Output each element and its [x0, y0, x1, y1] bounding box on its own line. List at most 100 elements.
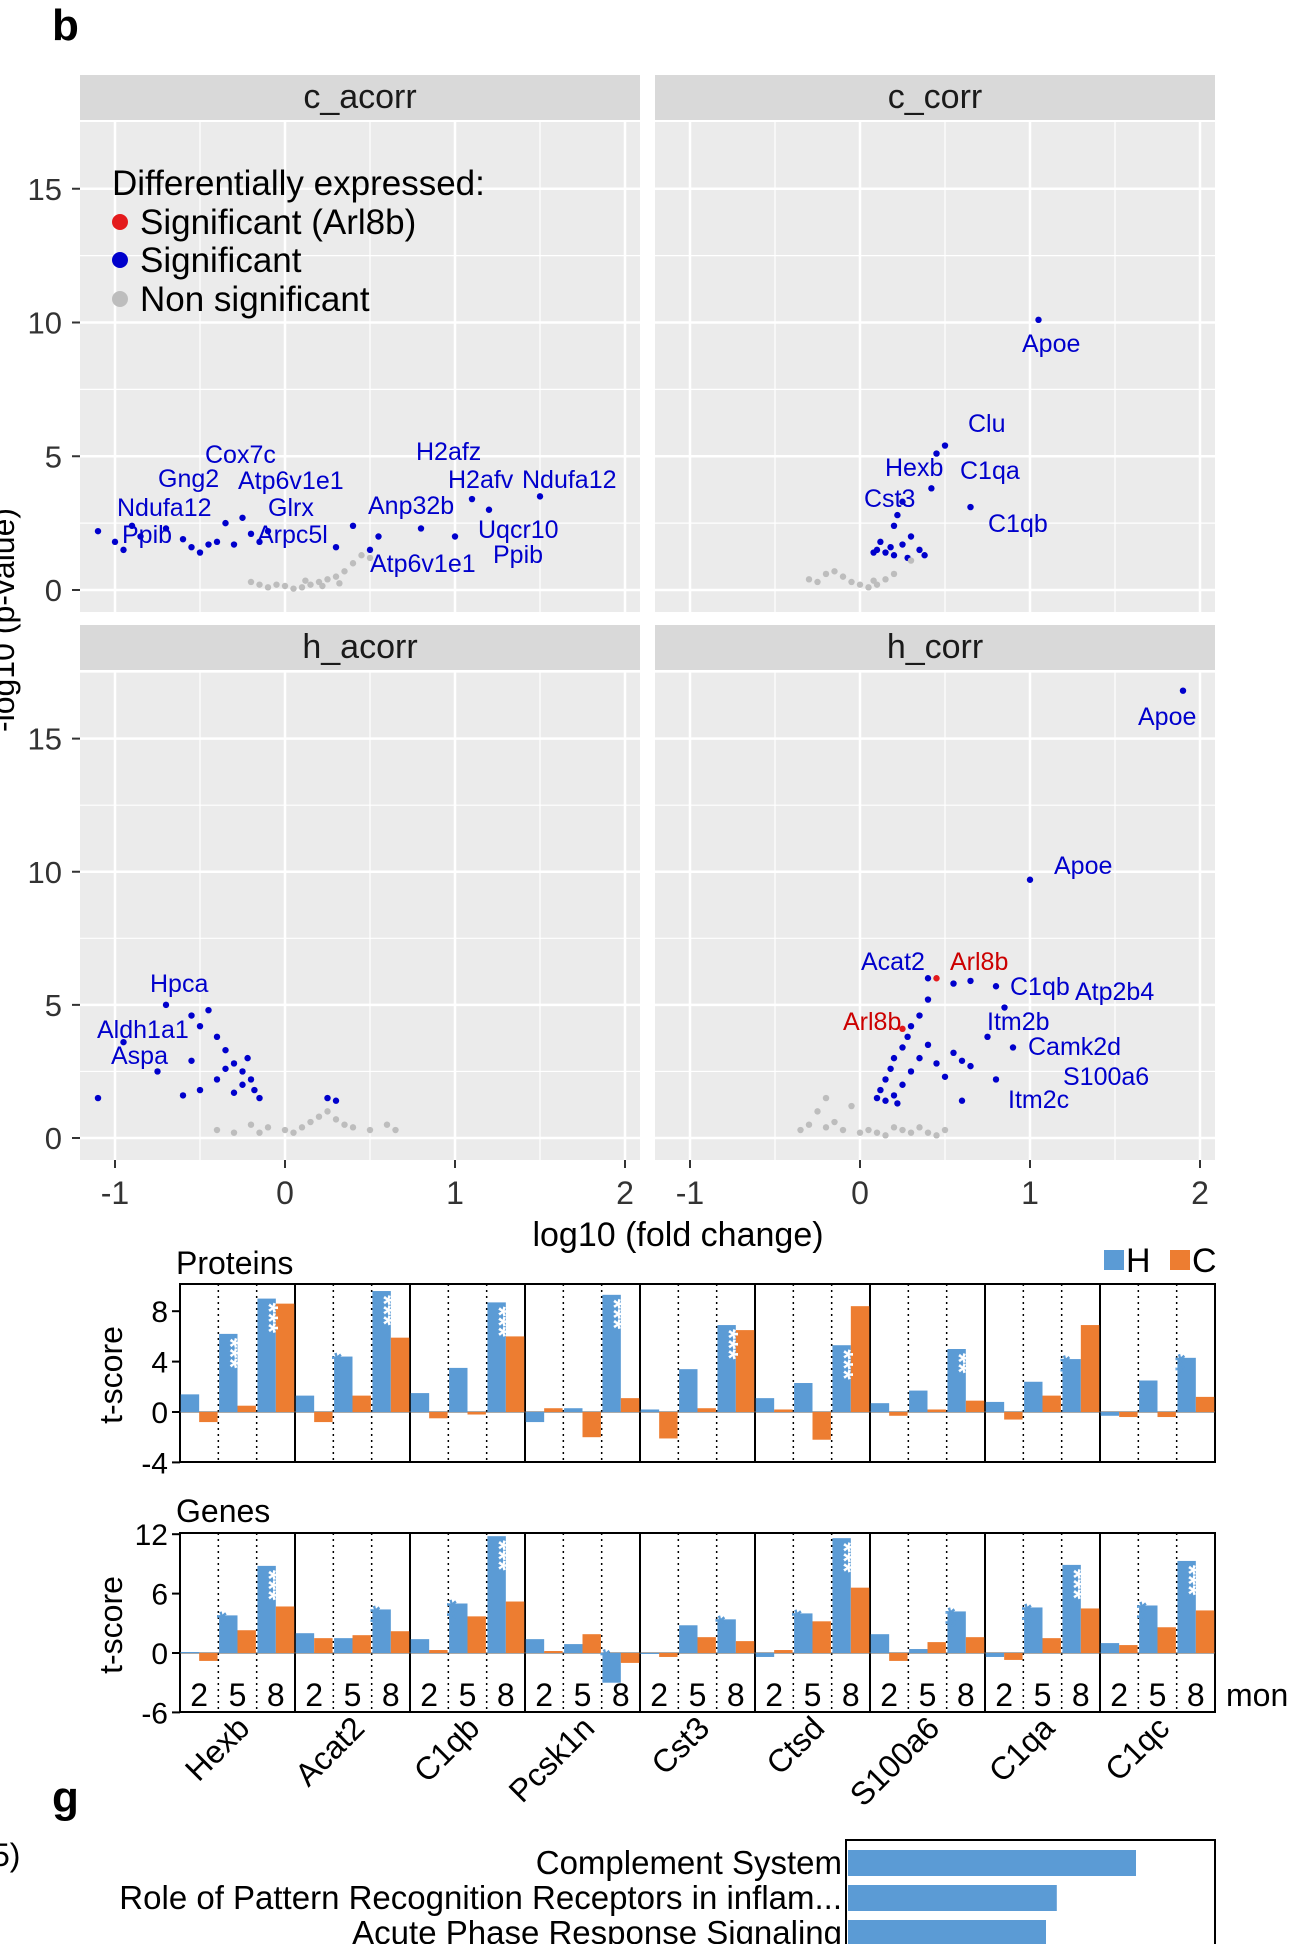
data-point [451, 533, 459, 540]
data-point [967, 1062, 974, 1070]
significance-label: *** [599, 1299, 629, 1330]
panel-background [655, 672, 1215, 1160]
gene-annotation: Clu [968, 410, 1006, 438]
bar-h [449, 1603, 468, 1653]
bar-h [1024, 1381, 1043, 1412]
data-point [924, 975, 932, 982]
bar-c [429, 1412, 448, 1419]
month-label: 5 [344, 1677, 362, 1713]
proteins-title: Proteins [176, 1245, 293, 1281]
data-point [366, 546, 374, 554]
bar-h [640, 1409, 660, 1412]
y-tick-label: 5 [45, 988, 62, 1023]
month-label: 8 [957, 1677, 975, 1713]
y-tick-label: -6 [141, 1697, 168, 1730]
significance-label: ** [441, 1599, 471, 1620]
volcano-panel-c_corr: c_corr Apoe Clu Hexb C1qa Cst3 C1qb [655, 75, 1215, 612]
gene-name-label: Hexb [178, 1709, 256, 1787]
data-point [894, 511, 901, 519]
data-point [856, 581, 864, 588]
significance-label: *** [829, 1542, 859, 1573]
bar-h [334, 1638, 353, 1653]
bar-h [602, 1653, 621, 1683]
data-point [336, 580, 343, 587]
y-tick-label: 10 [28, 855, 62, 890]
bar-h [1177, 1560, 1196, 1653]
data-point [916, 1124, 923, 1131]
bar-h [449, 1367, 468, 1412]
data-point [349, 522, 357, 529]
y-tick-label: 10 [28, 306, 62, 341]
bar-c [927, 1409, 946, 1412]
data-point [324, 576, 331, 583]
data-point [1009, 1044, 1017, 1051]
legend-label-significant: Significant [140, 241, 302, 280]
data-point [264, 584, 272, 591]
y-tick-label: 8 [151, 1296, 168, 1329]
panel-strip [80, 625, 640, 670]
bar-c [390, 1337, 410, 1412]
y-tick-label: 0 [45, 573, 62, 608]
pathway-partial-label: 5) [0, 1837, 20, 1873]
data-point [205, 541, 212, 548]
data-point [907, 1129, 915, 1136]
bar-h [870, 1403, 890, 1412]
gene-annotation: Hexb [885, 454, 943, 482]
data-point [870, 577, 877, 584]
data-point [1179, 687, 1187, 694]
data-point [256, 581, 263, 588]
panel-background [80, 672, 640, 1160]
volcano-x-axis-label: log10 (fold change) [532, 1216, 823, 1254]
y-tick-label: 6 [151, 1579, 168, 1612]
bar-c [1119, 1645, 1138, 1653]
significance-label: *** [484, 1306, 514, 1337]
gene-annotation: Camk2d [1028, 1033, 1121, 1061]
data-point [848, 578, 855, 586]
bar-h [679, 1625, 698, 1653]
genes-y-label: t-score [93, 1576, 129, 1674]
genes-title: Genes [176, 1493, 270, 1529]
significance-label: * [786, 1609, 816, 1620]
bar-h [679, 1369, 698, 1412]
data-point [137, 533, 144, 540]
data-point [324, 1108, 331, 1115]
month-suffix: mon [1226, 1677, 1288, 1713]
month-label: 5 [229, 1677, 247, 1713]
data-point [984, 1033, 991, 1041]
data-point [882, 1132, 889, 1139]
bar-h [219, 1615, 238, 1653]
data-point [230, 1089, 238, 1096]
data-point [873, 1094, 881, 1102]
panel-b-label: b [52, 1, 79, 50]
bar-c [927, 1642, 946, 1653]
month-label: 8 [497, 1677, 515, 1713]
gene-annotation: Atp6v1e1 [370, 550, 476, 578]
gene-name-label: C1qc [1098, 1709, 1176, 1787]
data-point [222, 519, 229, 527]
significance-label: ** [1170, 1353, 1200, 1374]
bar-h [487, 1536, 506, 1653]
significance-label: * [710, 1614, 740, 1625]
bar-h [410, 1639, 430, 1653]
significance-label: ** [1016, 1603, 1046, 1624]
bar-c [199, 1653, 218, 1661]
bar-c [1080, 1325, 1100, 1412]
data-point [822, 570, 830, 578]
data-point [536, 493, 544, 500]
bar-c [467, 1616, 486, 1653]
panel-title: h_corr [887, 628, 983, 666]
month-label: 2 [420, 1677, 438, 1713]
data-point [341, 568, 348, 575]
gene-name-label: Ctsd [759, 1709, 831, 1781]
month-label: 2 [190, 1677, 208, 1713]
bar-h [180, 1394, 200, 1412]
y-tick-label: 15 [28, 172, 62, 207]
gene-name-label: Cst3 [644, 1709, 716, 1781]
month-label: 5 [804, 1677, 822, 1713]
significance-label: *** [1059, 1569, 1089, 1600]
gene-annotation: Ppib [122, 521, 172, 549]
bar-c [467, 1412, 486, 1415]
gene-name-label: C1qb [407, 1709, 487, 1789]
y-tick-label: 15 [28, 722, 62, 757]
